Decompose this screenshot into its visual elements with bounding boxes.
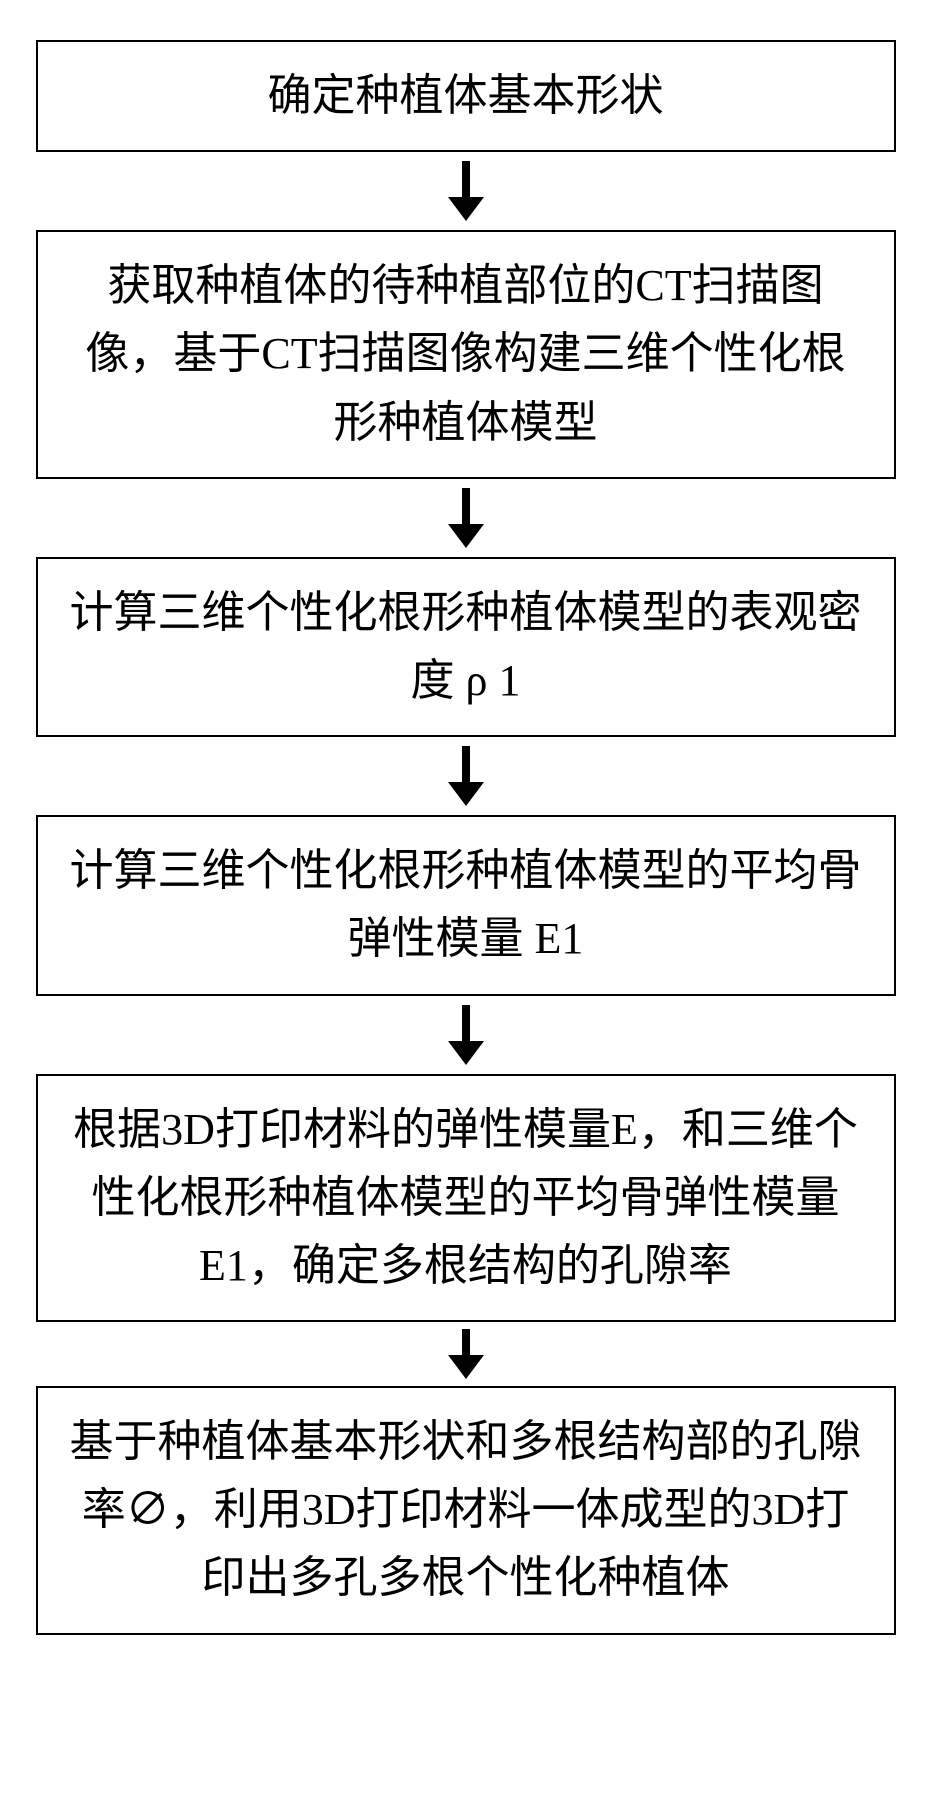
arrow-head-icon [448,1041,484,1065]
flow-arrow-3 [448,741,484,811]
arrow-shaft-icon [462,1005,470,1041]
flow-node-2-label: 获取种植体的待种植部位的CT扫描图像，基于CT扫描图像构建三维个性化根形种植体模… [68,252,864,457]
flow-node-1: 确定种植体基本形状 [36,40,896,152]
flow-node-5-label: 根据3D打印材料的弹性模量E，和三维个性化根形种植体模型的平均骨弹性模量 E1，… [68,1096,864,1301]
flow-arrow-5 [448,1326,484,1382]
flow-node-5: 根据3D打印材料的弹性模量E，和三维个性化根形种植体模型的平均骨弹性模量 E1，… [36,1074,896,1323]
flow-arrow-2 [448,483,484,553]
arrow-shaft-icon [462,1329,470,1355]
arrow-shaft-icon [462,488,470,524]
flow-arrow-4 [448,1000,484,1070]
arrow-head-icon [448,197,484,221]
flow-node-4: 计算三维个性化根形种植体模型的平均骨弹性模量 E1 [36,815,896,995]
flow-arrow-1 [448,156,484,226]
arrow-shaft-icon [462,161,470,197]
flowchart-container: 确定种植体基本形状 获取种植体的待种植部位的CT扫描图像，基于CT扫描图像构建三… [0,0,931,1675]
flow-node-6-label: 基于种植体基本形状和多根结构部的孔隙率∅，利用3D打印材料一体成型的3D打印出多… [68,1408,864,1613]
flow-node-4-label: 计算三维个性化根形种植体模型的平均骨弹性模量 E1 [68,837,864,973]
arrow-shaft-icon [462,746,470,782]
flow-node-3: 计算三维个性化根形种植体模型的表观密度 ρ 1 [36,557,896,737]
arrow-head-icon [448,1355,484,1379]
arrow-head-icon [448,782,484,806]
flow-node-6: 基于种植体基本形状和多根结构部的孔隙率∅，利用3D打印材料一体成型的3D打印出多… [36,1386,896,1635]
flow-node-1-label: 确定种植体基本形状 [268,62,664,130]
flow-node-3-label: 计算三维个性化根形种植体模型的表观密度 ρ 1 [68,579,864,715]
arrow-head-icon [448,524,484,548]
flow-node-2: 获取种植体的待种植部位的CT扫描图像，基于CT扫描图像构建三维个性化根形种植体模… [36,230,896,479]
